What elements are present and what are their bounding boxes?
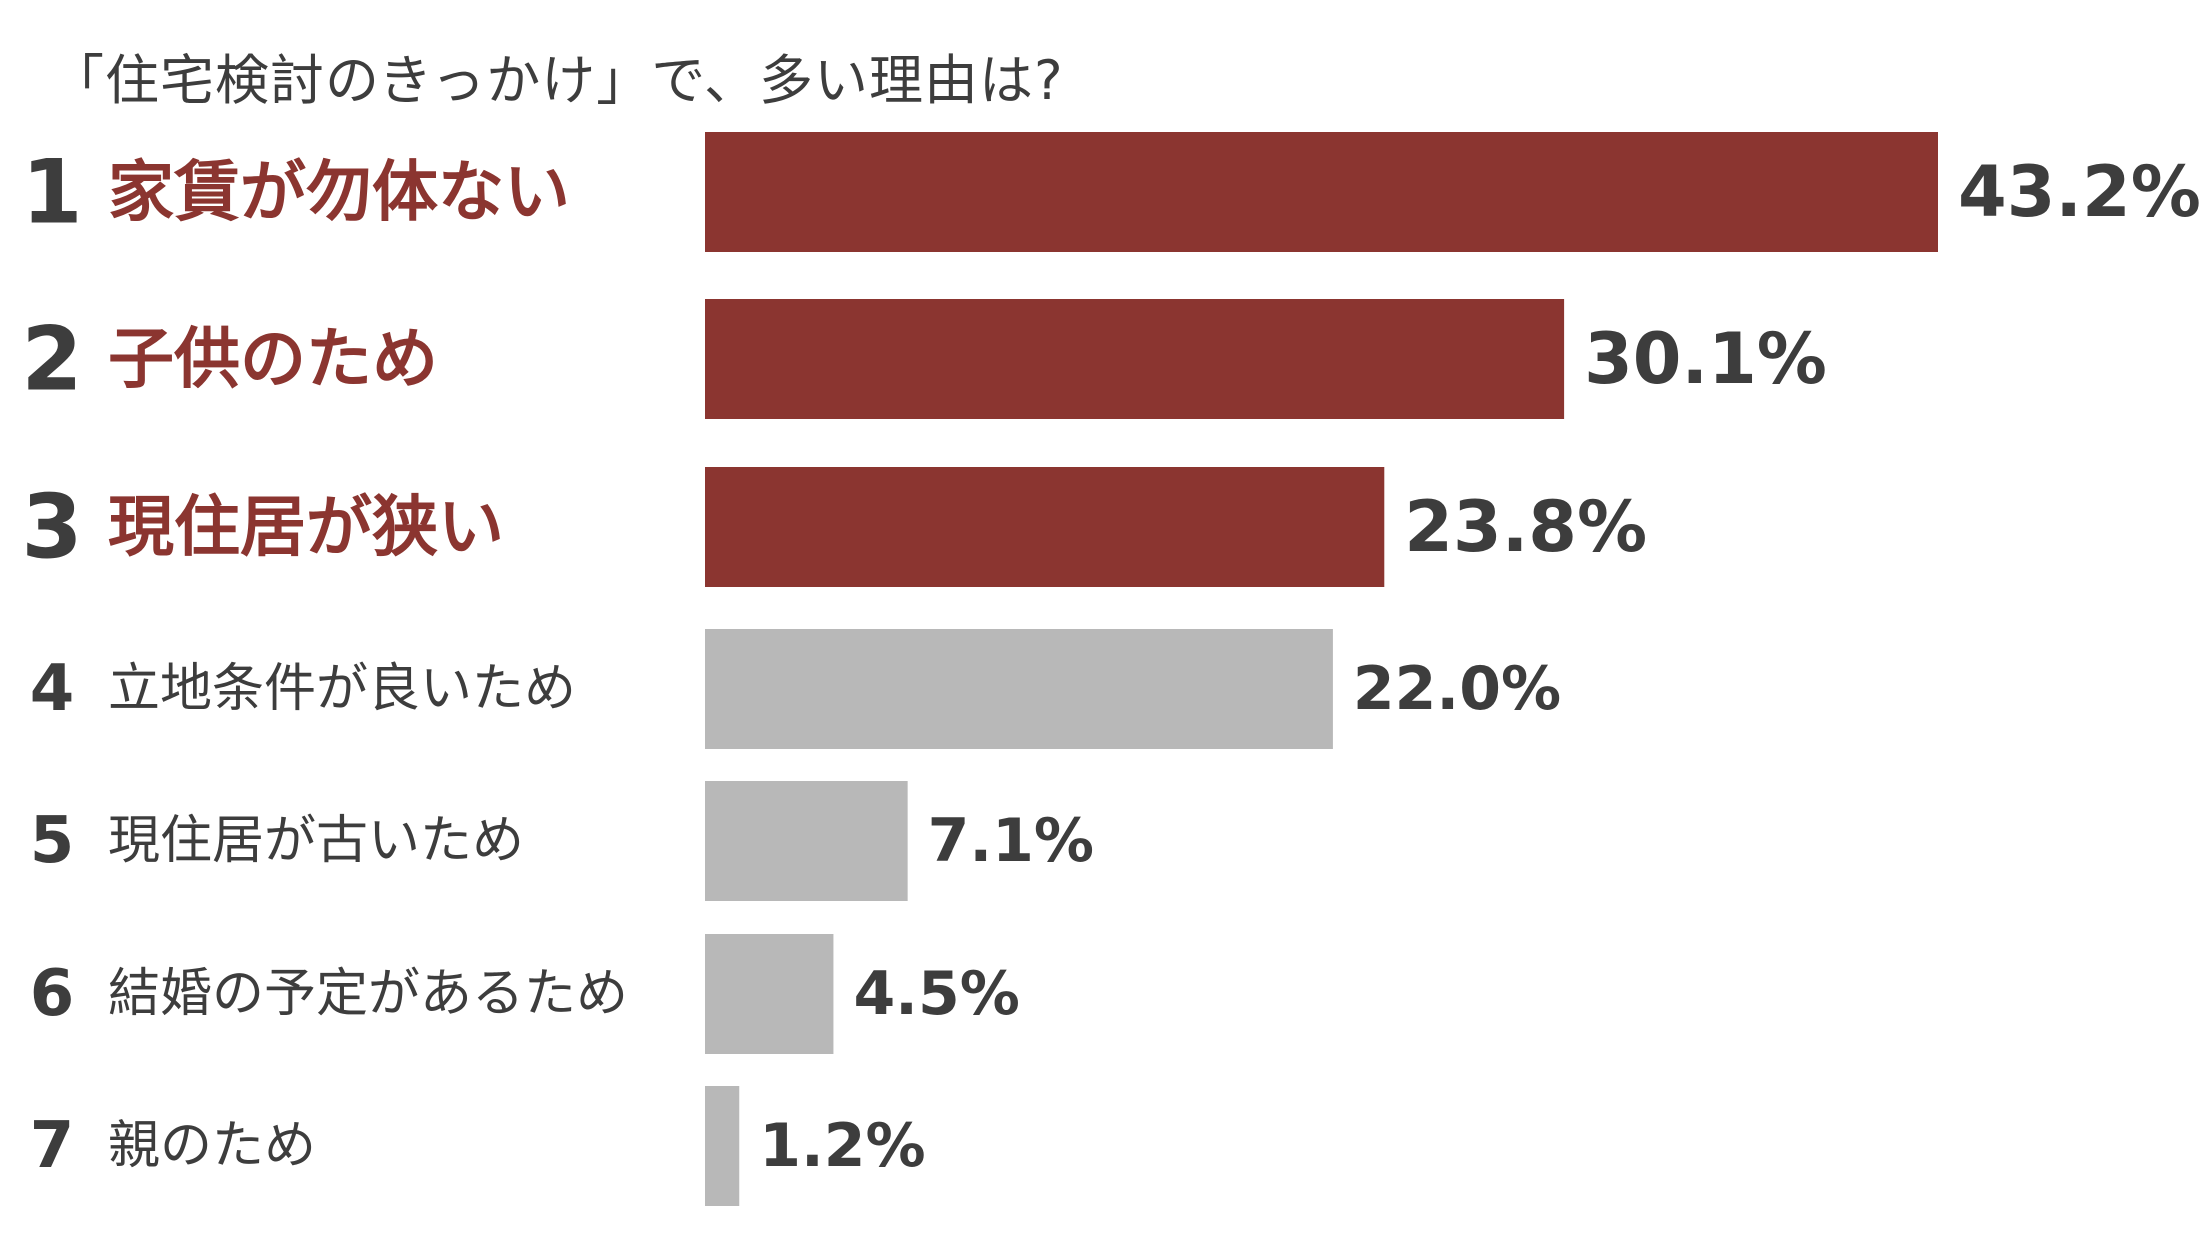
category-label: 親のため <box>108 1116 316 1176</box>
category-label: 立地条件が良いため <box>108 659 576 719</box>
chart-title: 「住宅検討のきっかけ」で、多い理由は? <box>50 49 1064 112</box>
bar <box>705 934 834 1054</box>
bar <box>705 1086 740 1206</box>
bar <box>705 629 1333 749</box>
rank-label: 6 <box>30 957 75 1031</box>
value-label: 43.2% <box>1958 151 2200 233</box>
category-label: 結婚の予定があるため <box>108 964 628 1024</box>
value-label: 30.1% <box>1584 318 1827 400</box>
rank-label: 1 <box>21 141 82 244</box>
rank-label: 4 <box>30 652 75 726</box>
bar <box>705 132 1938 252</box>
value-label: 23.8% <box>1404 486 1647 568</box>
value-label: 22.0% <box>1353 654 1561 724</box>
bar <box>705 781 908 901</box>
category-label: 子供のため <box>108 321 438 398</box>
rank-label: 7 <box>30 1109 75 1183</box>
bar <box>705 467 1385 587</box>
category-label: 現住居が狭い <box>108 489 504 566</box>
category-label: 現住居が古いため <box>108 811 524 871</box>
category-label: 家賃が勿体ない <box>108 154 570 231</box>
rank-label: 2 <box>21 308 82 411</box>
rank-label: 3 <box>21 476 82 579</box>
value-label: 7.1% <box>928 806 1094 876</box>
rank-label: 5 <box>30 804 75 878</box>
value-label: 1.2% <box>759 1111 925 1181</box>
value-label: 4.5% <box>853 959 1019 1029</box>
bar <box>705 299 1565 419</box>
